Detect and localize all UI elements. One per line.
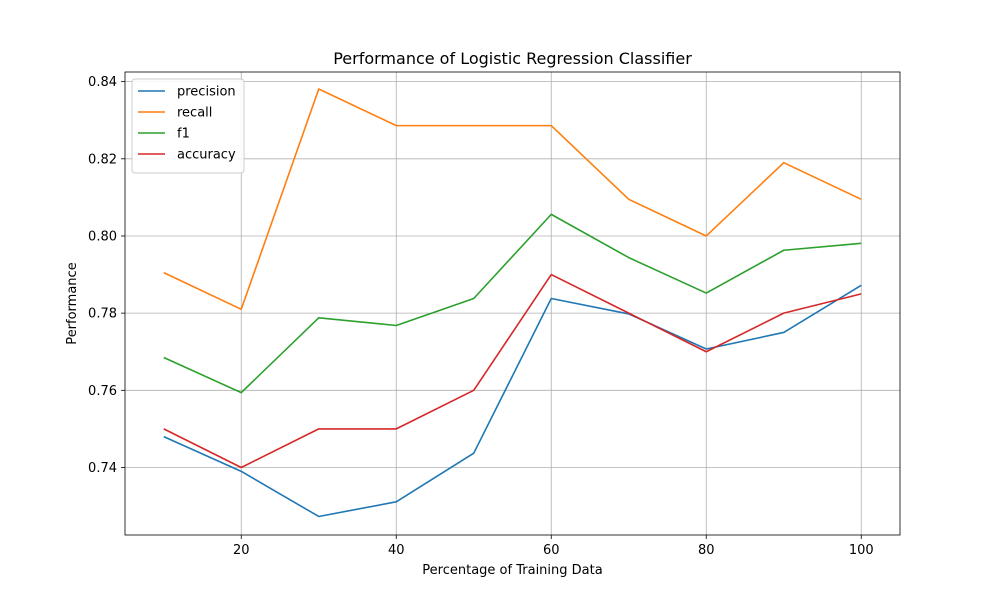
axis-ticks: 20 40 60 80 100 0.74 0.76 0.78 0.80 0.82 0.84	[88, 75, 874, 558]
y-tick-label: 0.84	[88, 75, 117, 90]
y-tick-label: 0.82	[88, 152, 117, 167]
y-tick-label: 0.74	[88, 461, 117, 476]
series-line-f1	[163, 213, 862, 394]
legend-label-accuracy: accuracy	[177, 148, 236, 163]
series-line-accuracy	[163, 273, 862, 469]
grid	[125, 72, 900, 535]
x-tick-label: 80	[698, 543, 715, 558]
x-tick-label: 20	[233, 543, 250, 558]
legend-label-precision: precision	[177, 85, 236, 100]
legend: precision recall f1 accuracy	[131, 78, 245, 174]
x-tick-label: 60	[543, 543, 560, 558]
y-tick-label: 0.80	[88, 229, 117, 244]
chart-title: Performance of Logistic Regression Class…	[333, 49, 692, 68]
legend-box	[131, 78, 245, 174]
series-line-recall	[163, 88, 862, 311]
y-tick-label: 0.76	[88, 384, 117, 399]
x-tick-label: 40	[388, 543, 405, 558]
x-axis-label: Percentage of Training Data	[422, 563, 602, 578]
y-axis-label: Performance	[65, 262, 80, 344]
y-tick-label: 0.78	[88, 307, 117, 322]
plot-area-frame	[124, 71, 901, 536]
series-lines	[163, 88, 862, 518]
legend-label-recall: recall	[177, 106, 212, 121]
series-line-precision	[163, 284, 862, 518]
x-tick-label: 100	[849, 543, 874, 558]
legend-label-f1: f1	[177, 127, 190, 142]
